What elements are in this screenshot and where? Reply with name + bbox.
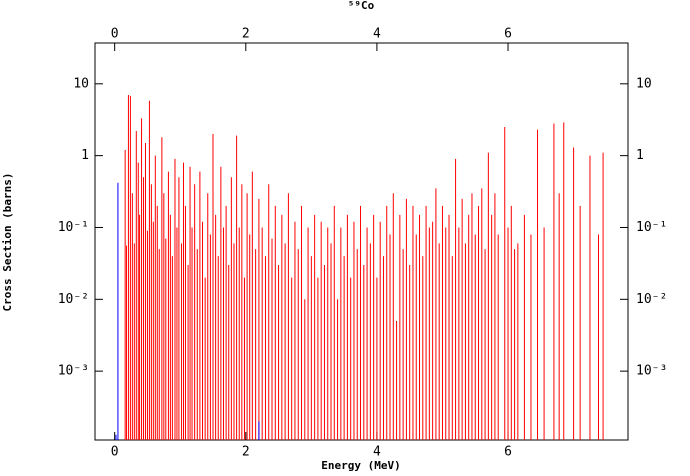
x-axis-label: Energy (MeV) [321, 459, 400, 472]
y-tick-label-right: 10⁻¹ [636, 220, 667, 235]
y-tick-label: 10 [73, 76, 89, 91]
x-tick-label-top: 4 [373, 27, 381, 42]
y-axis-label: Cross Section (barns) [1, 172, 14, 311]
x-tick-label: 6 [504, 445, 512, 460]
y-tick-label: 10⁻² [58, 292, 89, 307]
x-tick-label-top: 0 [111, 27, 119, 42]
y-tick-label: 10⁻³ [58, 364, 89, 379]
x-tick-label-top: 6 [504, 27, 512, 42]
y-tick-label-right: 1 [636, 148, 644, 163]
y-tick-label-right: 10⁻³ [636, 364, 667, 379]
y-tick-label: 10⁻¹ [58, 220, 89, 235]
x-tick-label: 4 [373, 445, 381, 460]
x-tick-label: 0 [111, 445, 119, 460]
x-tick-label-top: 2 [242, 27, 250, 42]
chart-title: ⁵⁹Co [348, 0, 375, 12]
y-tick-label-right: 10 [636, 76, 652, 91]
y-tick-label-right: 10⁻² [636, 292, 667, 307]
plot-frame [94, 42, 629, 441]
y-tick-label: 1 [81, 148, 89, 163]
x-tick-label: 2 [242, 445, 250, 460]
